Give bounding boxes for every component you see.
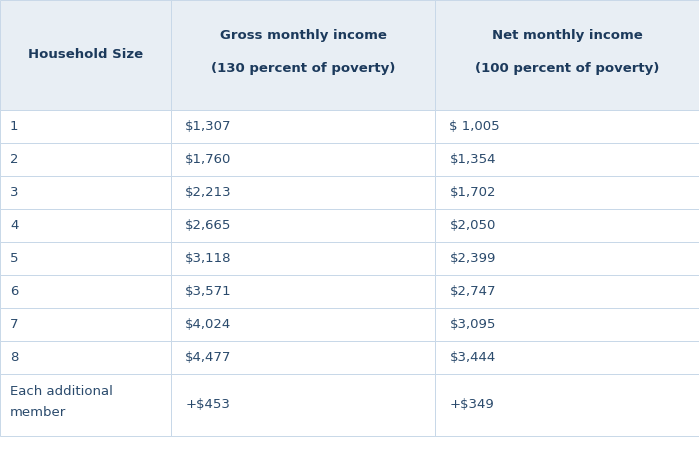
Text: $3,571: $3,571 (185, 285, 232, 298)
Bar (0, 143, 171, 176)
Bar (435, 110, 699, 143)
Text: $3,095: $3,095 (449, 318, 496, 331)
Bar (435, 209, 699, 242)
Text: $2,747: $2,747 (449, 285, 496, 298)
Text: $1,702: $1,702 (449, 186, 496, 199)
Bar (171, 0, 435, 110)
Bar (0, 0, 171, 110)
Bar (435, 0, 699, 110)
Text: 4: 4 (10, 219, 18, 232)
Text: 7: 7 (10, 318, 18, 331)
Text: $1,354: $1,354 (449, 153, 496, 166)
Text: 3: 3 (10, 186, 18, 199)
Bar (0, 110, 171, 143)
Bar (0, 209, 171, 242)
Text: Each additional: Each additional (10, 385, 113, 398)
Bar (171, 374, 435, 436)
Bar (435, 374, 699, 436)
Text: member: member (10, 406, 66, 419)
Text: 1: 1 (10, 120, 18, 133)
Text: (130 percent of poverty): (130 percent of poverty) (211, 62, 396, 75)
Bar (0, 374, 171, 436)
Text: $3,118: $3,118 (185, 252, 232, 265)
Text: +$349: +$349 (449, 399, 494, 411)
Bar (171, 341, 435, 374)
Bar (0, 341, 171, 374)
Text: $ 1,005: $ 1,005 (449, 120, 500, 133)
Bar (171, 275, 435, 308)
Text: $4,024: $4,024 (185, 318, 231, 331)
Bar (435, 242, 699, 275)
Text: $1,307: $1,307 (185, 120, 232, 133)
Bar (171, 176, 435, 209)
Text: (100 percent of poverty): (100 percent of poverty) (475, 62, 659, 75)
Bar (0, 275, 171, 308)
Bar (171, 110, 435, 143)
Text: 2: 2 (10, 153, 18, 166)
Text: $3,444: $3,444 (449, 351, 496, 364)
Text: Gross monthly income: Gross monthly income (220, 29, 387, 41)
Text: 8: 8 (10, 351, 18, 364)
Bar (171, 242, 435, 275)
Text: +$453: +$453 (185, 399, 230, 411)
Text: $2,399: $2,399 (449, 252, 496, 265)
Bar (0, 176, 171, 209)
Bar (0, 242, 171, 275)
Bar (435, 275, 699, 308)
Text: $1,760: $1,760 (185, 153, 231, 166)
Text: 6: 6 (10, 285, 18, 298)
Text: Household Size: Household Size (28, 49, 143, 61)
Bar (435, 176, 699, 209)
Text: Net monthly income: Net monthly income (492, 29, 642, 41)
Bar (435, 143, 699, 176)
Text: 5: 5 (10, 252, 18, 265)
Text: $2,665: $2,665 (185, 219, 231, 232)
Text: $4,477: $4,477 (185, 351, 231, 364)
Bar (171, 308, 435, 341)
Bar (435, 341, 699, 374)
Bar (171, 209, 435, 242)
Bar (435, 308, 699, 341)
Bar (0, 308, 171, 341)
Bar (171, 143, 435, 176)
Text: $2,213: $2,213 (185, 186, 232, 199)
Text: $2,050: $2,050 (449, 219, 496, 232)
